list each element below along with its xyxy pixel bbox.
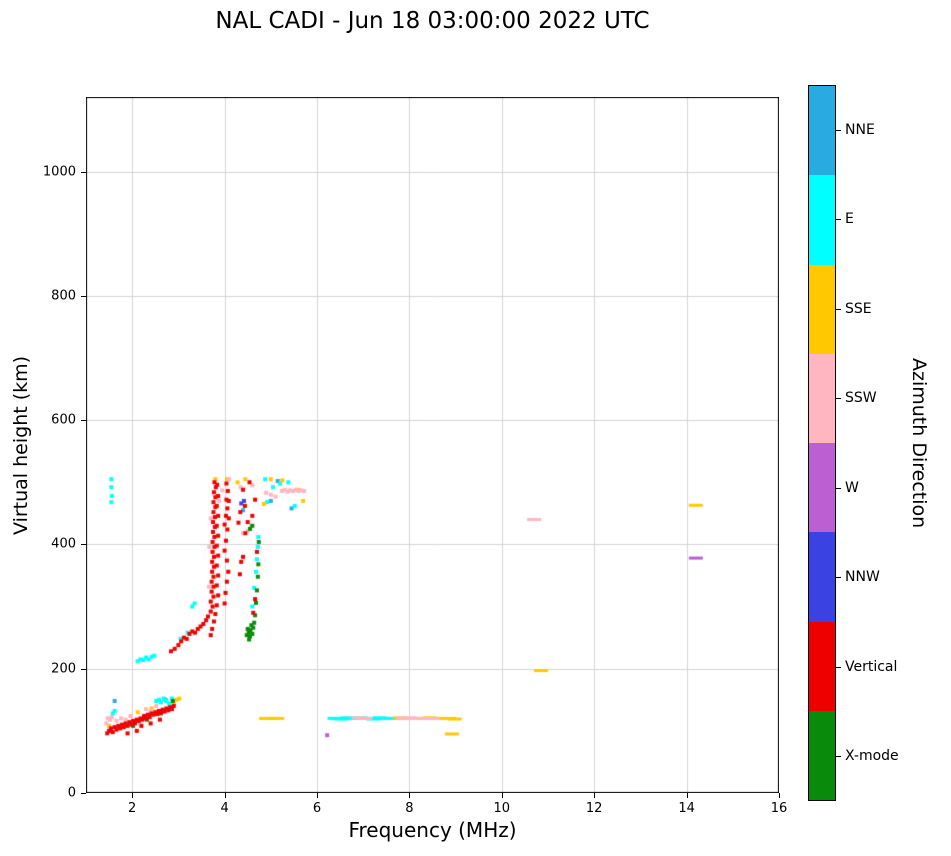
x-tick-label: 6 xyxy=(312,801,322,816)
x-tick-mark xyxy=(779,793,780,798)
colorbar-segment-e xyxy=(809,175,835,265)
colorbar-tick-mark xyxy=(836,756,841,758)
colorbar-tick-mark xyxy=(836,398,841,400)
colorbar-axis-label: Azimuth Direction xyxy=(908,357,930,529)
colorbar-category-label: E xyxy=(845,211,854,228)
colorbar-category-label: Vertical xyxy=(845,658,898,675)
colorbar-tick-mark xyxy=(836,219,841,221)
colorbar-category-label: NNE xyxy=(845,121,875,138)
x-tick-label: 10 xyxy=(493,801,511,816)
y-tick-mark xyxy=(81,295,86,297)
colorbar-segment-vertical xyxy=(809,621,835,711)
x-tick-mark xyxy=(132,793,134,798)
scatter-canvas xyxy=(86,97,779,793)
x-tick-label: 4 xyxy=(220,801,229,816)
x-tick-mark xyxy=(594,793,596,798)
colorbar-segment-w xyxy=(809,443,835,533)
azimuth-colorbar xyxy=(808,85,836,801)
y-tick-label: 400 xyxy=(51,536,76,552)
colorbar-segment-nnw xyxy=(809,532,835,622)
y-tick-mark xyxy=(81,420,86,422)
x-tick-mark xyxy=(317,793,318,798)
x-tick-mark xyxy=(501,793,503,798)
colorbar-category-label: SSE xyxy=(845,300,872,317)
y-tick-label: 600 xyxy=(51,412,76,428)
x-tick-label: 14 xyxy=(678,801,695,816)
x-tick-mark xyxy=(409,793,411,798)
y-tick-mark xyxy=(81,668,86,670)
y-tick-mark xyxy=(81,171,86,173)
colorbar-category-label: W xyxy=(845,479,859,496)
y-tick-label: 1000 xyxy=(42,164,76,180)
colorbar-segment-x-mode xyxy=(809,710,835,800)
y-tick-label: 0 xyxy=(67,785,76,801)
colorbar-segment-ssw xyxy=(809,353,835,443)
colorbar-segment-sse xyxy=(809,264,835,354)
y-tick-mark xyxy=(81,544,86,546)
colorbar-tick-mark xyxy=(836,308,841,310)
x-tick-label: 12 xyxy=(585,801,603,816)
x-tick-mark xyxy=(224,793,226,798)
y-tick-mark xyxy=(81,793,86,794)
plot-area xyxy=(86,97,779,793)
y-tick-label: 800 xyxy=(51,288,76,304)
colorbar-tick-mark xyxy=(836,666,841,668)
y-axis-label: Virtual height (km) xyxy=(10,355,32,535)
colorbar-category-label: NNW xyxy=(845,569,880,586)
x-tick-mark xyxy=(686,793,688,798)
colorbar-category-label: X-mode xyxy=(845,748,899,765)
x-axis-label: Frequency (MHz) xyxy=(348,818,517,842)
x-tick-label: 2 xyxy=(128,801,137,816)
chart-title: NAL CADI - Jun 18 03:00:00 2022 UTC xyxy=(215,8,650,34)
x-tick-label: 16 xyxy=(770,801,788,816)
colorbar-tick-mark xyxy=(836,129,841,131)
colorbar-tick-mark xyxy=(836,577,841,579)
colorbar-category-label: SSW xyxy=(845,390,877,407)
y-tick-label: 200 xyxy=(51,661,76,677)
x-tick-label: 8 xyxy=(405,801,414,816)
colorbar-segment-nne xyxy=(809,86,835,176)
colorbar-tick-mark xyxy=(836,487,841,489)
